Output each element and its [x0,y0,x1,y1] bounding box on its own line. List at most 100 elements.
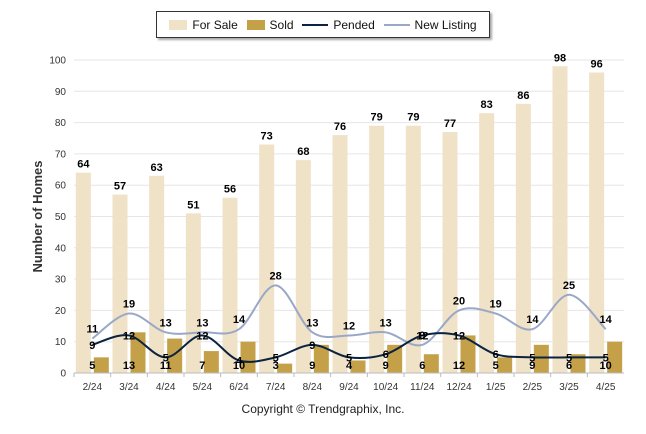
label-pended: 4 [236,355,243,367]
label-pended: 5 [529,352,535,364]
label-sold: 10 [600,360,612,372]
label-for-sale: 56 [224,184,236,196]
bar-sold [350,360,366,373]
label-sold: 9 [383,360,389,372]
line-layer [91,284,607,363]
y-tick-label: 90 [55,87,67,98]
label-for-sale: 68 [297,146,309,158]
bar-sold [93,357,109,373]
label-sold: 9 [529,360,535,372]
bar-for-sale [479,113,495,374]
x-tick-label: 2/24 [83,382,103,393]
label-sold: 10 [233,360,245,372]
label-sold: 12 [453,360,465,372]
label-sold: 4 [346,360,353,372]
legend-swatch-new-listing [383,23,410,26]
label-for-sale: 96 [591,59,603,71]
legend-item-sold: Sold [246,17,294,32]
x-tick-label: 7/24 [266,382,286,393]
y-tick-label: 60 [55,181,67,192]
x-tick-label: 9/24 [339,382,359,393]
label-sold: 7 [199,360,205,372]
label-for-sale: 98 [554,52,566,64]
label-sold: 6 [419,360,425,372]
legend-label-new-listing: New Listing [414,17,477,32]
y-tick-label: 70 [55,149,67,160]
label-new-listing: 14 [600,314,613,326]
y-tick-label: 40 [55,243,67,254]
bar-sold [533,344,549,373]
label-new-listing: 25 [563,280,575,292]
label-pended: 5 [273,352,279,364]
axis-layer: 0 10 20 30 40 50 60 70 80 90 100 2/24 3/24 4/24 5/24 6/… [49,56,624,393]
bar-for-sale [112,194,128,373]
legend-label-sold: Sold [269,17,294,32]
label-pended: 12 [123,330,135,342]
label-pended: 5 [163,352,169,364]
bar-sold [423,354,439,373]
bar-sold [240,341,256,373]
bar-for-sale [149,175,165,373]
label-layer: 6451195713191263111355171312561014473328… [77,52,612,372]
label-pended: 12 [196,330,208,342]
label-pended: 12 [416,330,428,342]
legend-label-pended: Pended [333,17,375,32]
x-tick-label: 12/24 [446,382,471,393]
bar-sold [277,363,293,373]
label-sold: 9 [309,360,315,372]
bar-for-sale [552,66,568,373]
label-new-listing: 11 [87,324,99,336]
label-for-sale: 63 [151,162,163,174]
bar-for-sale [369,125,385,373]
label-for-sale: 79 [407,112,419,124]
label-new-listing: 19 [490,299,502,311]
x-tick-label: 6/24 [229,382,249,393]
label-sold: 11 [160,360,172,372]
label-new-listing: 28 [270,270,282,282]
label-for-sale: 51 [187,199,199,211]
bar-for-sale [589,72,605,374]
bar-sold [167,338,183,373]
label-sold: 6 [566,360,572,372]
label-pended: 9 [309,340,315,352]
label-sold: 13 [123,360,135,372]
label-new-listing: 14 [233,314,246,326]
label-for-sale: 76 [334,121,346,133]
label-new-listing: 19 [123,299,135,311]
label-for-sale: 77 [444,118,456,130]
x-tick-label: 1/25 [486,382,506,393]
bar-for-sale [185,213,201,373]
bar-for-sale [295,160,311,373]
y-tick-label: 20 [55,306,67,317]
line-pended [92,332,606,363]
x-tick-label: 3/25 [559,382,579,393]
label-pended: 5 [566,352,572,364]
legend-swatch-sold [246,19,265,30]
x-tick-label: 5/24 [193,382,213,393]
label-pended: 12 [453,330,465,342]
label-pended: 6 [493,349,499,361]
x-tick-label: 10/24 [373,382,398,393]
bar-for-sale [515,103,531,373]
label-new-listing: 13 [160,317,172,329]
label-for-sale: 79 [371,112,383,124]
legend-item-new-listing: New Listing [383,17,477,32]
line-new-listing [91,284,607,347]
x-tick-label: 2/25 [523,382,543,393]
label-new-listing: 12 [343,320,355,332]
y-tick-label: 30 [55,275,67,286]
legend-item-pended: Pended [302,17,375,32]
label-for-sale: 64 [77,159,90,171]
x-tick-label: 4/24 [156,382,176,393]
x-tick-label: 4/25 [596,382,616,393]
label-for-sale: 73 [261,131,273,143]
label-pended: 9 [89,340,95,352]
label-pended: 5 [346,352,352,364]
bar-sold [460,335,476,373]
label-sold: 5 [493,360,499,372]
label-new-listing: 9 [419,330,425,342]
bar-for-sale [222,197,238,373]
label-new-listing: 14 [526,314,539,326]
bar-sold [313,344,329,373]
